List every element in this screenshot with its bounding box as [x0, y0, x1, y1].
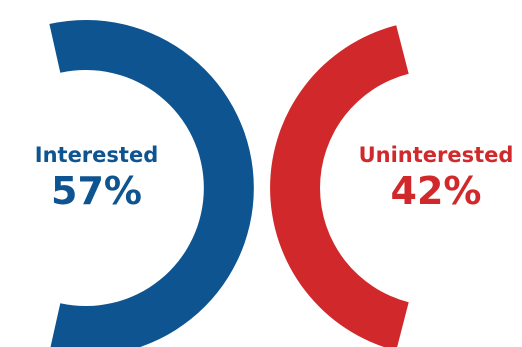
series-name-interested: Interested — [34, 143, 159, 167]
series-name-uninterested: Uninterested — [358, 143, 514, 167]
label-interested: Interested 57% — [14, 143, 179, 213]
label-uninterested: Uninterested 42% — [350, 143, 522, 213]
arc-interested — [49, 20, 254, 347]
value-label-uninterested: 42% — [390, 169, 482, 213]
value-label-interested: 57% — [51, 169, 142, 213]
arc-uninterested — [270, 25, 409, 347]
